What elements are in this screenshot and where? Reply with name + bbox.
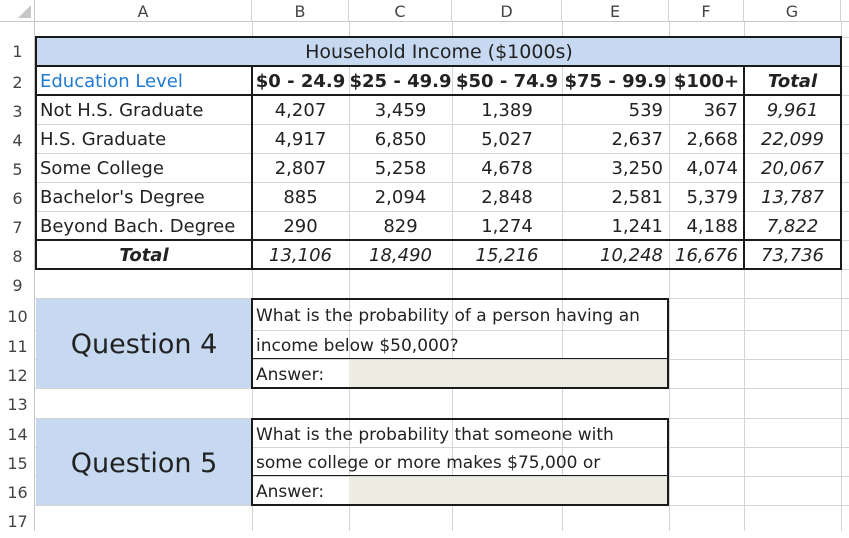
total-cell[interactable]: 16,676 xyxy=(675,245,738,266)
data-cell[interactable]: 2,581 xyxy=(611,187,663,208)
data-cell[interactable]: 4,074 xyxy=(686,158,738,179)
totals-row-label[interactable]: Total xyxy=(119,245,169,266)
total-cell[interactable]: 10,248 xyxy=(600,245,663,266)
data-cell[interactable]: 2,637 xyxy=(611,129,663,150)
data-cell[interactable]: 4,917 xyxy=(274,129,327,150)
data-cell[interactable]: 1,241 xyxy=(611,216,663,237)
row-total-cell[interactable]: 22,099 xyxy=(761,129,824,150)
row-label[interactable]: Some College xyxy=(40,158,164,179)
select-all-button[interactable] xyxy=(0,0,35,22)
row-total-cell[interactable]: 7,822 xyxy=(766,216,819,237)
grand-total-cell[interactable]: 73,736 xyxy=(761,245,824,266)
column-header-c[interactable]: C xyxy=(349,0,452,22)
row-header-14[interactable]: 14 xyxy=(7,425,28,444)
row-header-9[interactable]: 9 xyxy=(12,276,23,295)
row-header-5[interactable]: 5 xyxy=(12,160,23,179)
column-header-e[interactable]: E xyxy=(562,0,669,22)
row-header-7[interactable]: 7 xyxy=(12,218,23,237)
row-header-6[interactable]: 6 xyxy=(12,189,23,208)
column-header-g[interactable]: G xyxy=(744,0,841,22)
data-cell[interactable]: 539 xyxy=(628,100,663,121)
row-header-bar xyxy=(0,22,35,531)
data-cell[interactable]: 2,668 xyxy=(686,129,738,150)
question-4-title[interactable]: Question 4 xyxy=(36,299,252,388)
row-header-11[interactable]: 11 xyxy=(7,337,28,356)
row-total-cell[interactable]: 13,787 xyxy=(761,187,824,208)
question-5-line-1[interactable]: What is the probability that someone wit… xyxy=(256,425,614,445)
data-cell[interactable]: 2,807 xyxy=(274,158,327,179)
data-cell[interactable]: 5,258 xyxy=(374,158,427,179)
row-total-cell[interactable]: 20,067 xyxy=(761,158,824,179)
data-cell[interactable]: 4,678 xyxy=(481,158,533,179)
row-label[interactable]: Not H.S. Graduate xyxy=(40,100,204,121)
education-level-header[interactable]: Education Level xyxy=(40,71,183,92)
total-cell[interactable]: 15,216 xyxy=(475,245,539,266)
question-5-answer-input[interactable] xyxy=(349,477,668,504)
question-4-answer-label: Answer: xyxy=(256,365,325,385)
row-header-8[interactable]: 8 xyxy=(12,247,23,266)
question-5-answer-label: Answer: xyxy=(256,482,325,502)
data-cell[interactable]: 829 xyxy=(383,216,418,237)
data-cell[interactable]: 3,250 xyxy=(611,158,663,179)
row-header-10[interactable]: 10 xyxy=(7,307,28,326)
data-cell[interactable]: 1,389 xyxy=(481,100,533,121)
row-header-2[interactable]: 2 xyxy=(12,73,23,92)
data-cell[interactable]: 367 xyxy=(703,100,738,121)
row-label[interactable]: H.S. Graduate xyxy=(40,129,167,150)
bracket-header-5[interactable]: $100+ xyxy=(673,71,740,92)
total-cell[interactable]: 13,106 xyxy=(269,245,332,266)
bracket-header-2[interactable]: $25 - 49.9 xyxy=(349,71,452,92)
row-header-17[interactable]: 17 xyxy=(7,512,28,531)
row-label[interactable]: Beyond Bach. Degree xyxy=(40,216,236,237)
data-cell[interactable]: 4,188 xyxy=(686,216,738,237)
column-header-f[interactable]: F xyxy=(669,0,744,22)
table-title[interactable]: Household Income ($1000s) xyxy=(36,37,842,66)
row-header-3[interactable]: 3 xyxy=(12,102,23,121)
data-cell[interactable]: 6,850 xyxy=(374,129,427,150)
data-cell[interactable]: 290 xyxy=(283,216,318,237)
row-header-13[interactable]: 13 xyxy=(7,395,28,414)
question-5-title[interactable]: Question 5 xyxy=(36,419,252,505)
total-column-header[interactable]: Total xyxy=(767,71,818,92)
row-header-15[interactable]: 15 xyxy=(7,454,28,473)
row-header-4[interactable]: 4 xyxy=(12,131,23,150)
row-header-1[interactable]: 1 xyxy=(12,42,23,61)
bracket-header-3[interactable]: $50 - 74.9 xyxy=(456,71,558,92)
data-cell[interactable]: 2,848 xyxy=(481,187,533,208)
question-4-line-1[interactable]: What is the probability of a person havi… xyxy=(256,306,640,326)
data-cell[interactable]: 2,094 xyxy=(374,187,427,208)
data-cell[interactable]: 4,207 xyxy=(274,100,327,121)
data-cell[interactable]: 3,459 xyxy=(374,100,427,121)
question-4-line-2[interactable]: income below $50,000? xyxy=(256,336,459,356)
row-header-16[interactable]: 16 xyxy=(7,483,28,502)
data-cell[interactable]: 5,027 xyxy=(481,129,533,150)
total-cell[interactable]: 18,490 xyxy=(369,245,432,266)
question-5-line-2[interactable]: some college or more makes $75,000 or xyxy=(256,453,601,473)
row-label[interactable]: Bachelor's Degree xyxy=(40,187,205,208)
column-header-a[interactable]: A xyxy=(35,0,252,22)
column-header-d[interactable]: D xyxy=(452,0,562,22)
select-all-icon xyxy=(18,5,31,18)
bracket-header-4[interactable]: $75 - 99.9 xyxy=(564,71,667,92)
column-header-b[interactable]: B xyxy=(252,0,349,22)
data-cell[interactable]: 5,379 xyxy=(686,187,738,208)
data-cell[interactable]: 885 xyxy=(283,187,318,208)
row-total-cell[interactable]: 9,961 xyxy=(766,100,819,121)
bracket-header-1[interactable]: $0 - 24.9 xyxy=(255,71,346,92)
row-header-12[interactable]: 12 xyxy=(7,366,28,385)
column-header-bar xyxy=(0,0,849,22)
question-4-answer-input[interactable] xyxy=(349,360,668,387)
data-cell[interactable]: 1,274 xyxy=(481,216,533,237)
